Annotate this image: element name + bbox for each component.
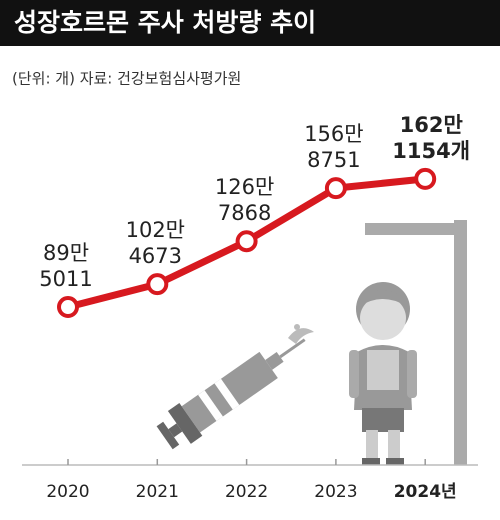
illustration — [156, 220, 467, 465]
value-label: 156만 — [304, 122, 363, 146]
value-label: 5011 — [39, 267, 92, 291]
x-tick-label: 2024년 — [394, 482, 457, 502]
point — [57, 296, 79, 319]
subtitle: (단위: 개) 자료: 건강보험심사평가원 — [12, 70, 241, 88]
value-label: 89만 — [43, 241, 89, 265]
point — [414, 167, 437, 190]
value-label: 8751 — [307, 148, 360, 172]
point — [146, 273, 169, 296]
x-tick-label: 2023 — [314, 482, 357, 502]
x-tick-label: 2022 — [225, 482, 268, 502]
x-tick-label: 2020 — [46, 482, 89, 502]
value-label: 4673 — [129, 244, 182, 268]
x-tick-label: 2021 — [136, 482, 179, 502]
value-label: 7868 — [218, 201, 271, 225]
value-label: 1154개 — [392, 139, 470, 163]
point — [324, 177, 347, 200]
chart-title: 성장호르몬 주사 처방량 추이 — [14, 8, 316, 37]
point — [235, 230, 258, 253]
value-label: 102만 — [126, 218, 185, 242]
value-label: 126만 — [215, 175, 274, 199]
value-label: 162만 — [400, 113, 463, 137]
title-banner — [0, 0, 500, 46]
